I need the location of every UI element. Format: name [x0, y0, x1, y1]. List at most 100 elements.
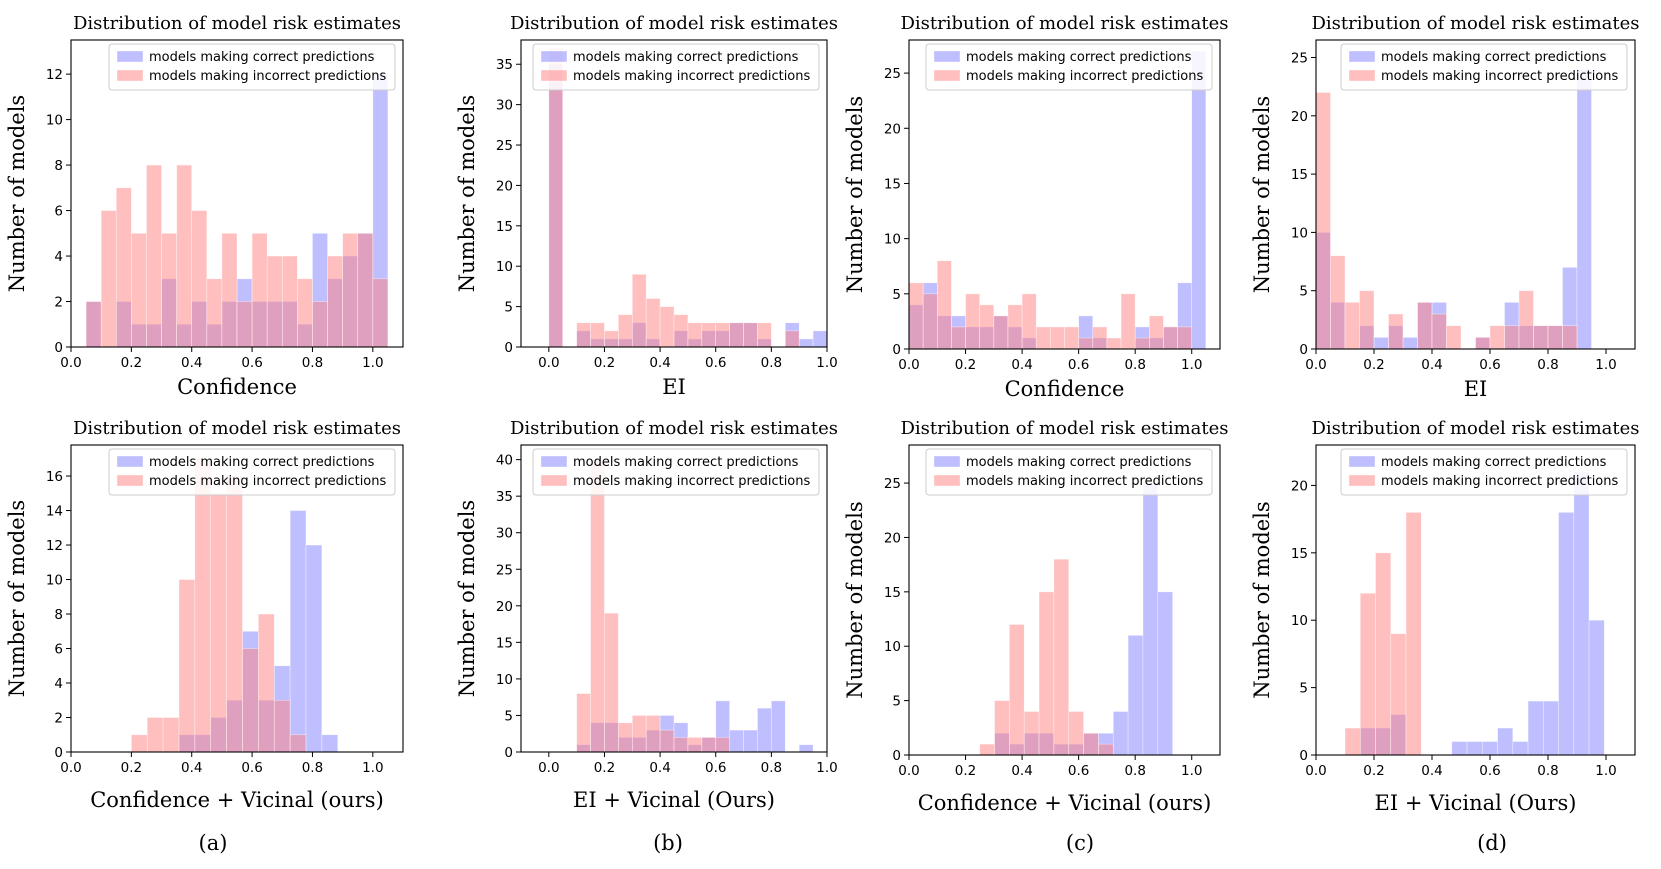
bar-incorrect: [1023, 711, 1040, 756]
y-tick-label: 10: [1291, 613, 1308, 629]
legend-label-incorrect: models making incorrect predictions: [966, 69, 1204, 84]
x-tick-label: 0.2: [121, 760, 142, 776]
bar-incorrect: [206, 278, 223, 348]
bar-incorrect: [178, 579, 196, 753]
y-axis-label: Number of models: [455, 500, 479, 697]
y-tick-label: 25: [884, 476, 901, 492]
bar-incorrect: [618, 314, 633, 348]
y-tick-label: 15: [496, 635, 513, 651]
bar-incorrect: [312, 301, 328, 348]
bar-incorrect: [590, 459, 605, 753]
plot-frame: [520, 39, 828, 348]
bar-incorrect: [1007, 304, 1023, 350]
y-tick-label: 16: [46, 469, 63, 485]
bar-incorrect: [221, 232, 238, 348]
bar-incorrect: [631, 273, 647, 348]
y-tick-label: 2: [54, 295, 63, 311]
y-tick-label: 0: [504, 340, 513, 356]
caption-d: (d): [1477, 831, 1507, 855]
y-tick-label: 5: [892, 694, 901, 710]
bar-incorrect: [1405, 512, 1422, 756]
bar-incorrect: [922, 293, 938, 350]
x-axis-label: Confidence: [1005, 377, 1125, 401]
legend-swatch-incorrect: [116, 474, 144, 487]
bar-correct: [1127, 635, 1144, 756]
plot-frame: [1315, 444, 1636, 756]
bar-incorrect: [1344, 302, 1360, 350]
x-axis-label: EI + Vicinal (Ours): [573, 788, 775, 812]
y-tick-label: 30: [496, 526, 513, 542]
bar-incorrect: [994, 700, 1010, 756]
bar-incorrect: [210, 492, 227, 753]
y-axis-label: Number of models: [1250, 501, 1274, 698]
x-tick-label: 1.0: [362, 355, 383, 371]
bar-incorrect: [1053, 558, 1070, 756]
bar-incorrect: [85, 301, 102, 348]
y-tick-label: 15: [1291, 167, 1308, 183]
x-tick-label: 0.0: [898, 763, 919, 779]
x-tick-label: 0.0: [60, 760, 81, 776]
bar-correct: [1373, 337, 1389, 350]
x-tick-label: 0.2: [121, 355, 142, 371]
legend-swatch-correct: [933, 455, 961, 468]
x-tick-label: 0.8: [1124, 763, 1145, 779]
bar-incorrect: [1375, 552, 1392, 756]
legend-swatch-correct: [540, 50, 568, 63]
x-tick-label: 0.2: [1363, 763, 1384, 779]
bar-incorrect: [687, 322, 703, 348]
legend: [108, 448, 396, 496]
y-tick-label: 15: [884, 585, 901, 601]
chart-title: Distribution of model risk estimates: [510, 418, 838, 439]
chart-title: Distribution of model risk estimates: [900, 418, 1228, 439]
bar-incorrect: [1064, 326, 1079, 350]
y-tick-label: 0: [54, 340, 63, 356]
legend: [1340, 448, 1628, 496]
legend: [108, 43, 396, 91]
chart-title: Distribution of model risk estimates: [73, 13, 401, 34]
chart-panel-2: Distribution of model risk estimates 0.0 0…: [455, 13, 838, 399]
x-tick-label: 0.2: [594, 760, 615, 776]
bar-incorrect: [289, 734, 307, 753]
legend: [1340, 43, 1628, 91]
bar-incorrect: [951, 326, 966, 350]
bar-correct: [757, 707, 772, 753]
bar-incorrect: [1021, 293, 1037, 350]
bar-incorrect: [618, 722, 633, 753]
bar-incorrect: [266, 255, 283, 348]
bar-correct: [1588, 619, 1605, 756]
bar-incorrect: [1106, 337, 1122, 350]
bar-incorrect: [1163, 326, 1178, 350]
y-tick-label: 0: [504, 745, 513, 761]
bar-incorrect: [1177, 326, 1193, 350]
x-tick-label: 1.0: [816, 760, 837, 776]
legend-label-correct: models making correct predictions: [966, 50, 1192, 65]
y-tick-label: 20: [496, 599, 513, 615]
bar-incorrect: [743, 322, 758, 348]
x-tick-label: 0.4: [1421, 357, 1442, 373]
legend-swatch-incorrect: [1348, 474, 1376, 487]
bar-incorrect: [979, 304, 995, 350]
x-tick-label: 0.4: [181, 355, 202, 371]
legend-label-incorrect: models making incorrect predictions: [149, 69, 387, 84]
bar-incorrect: [979, 743, 995, 756]
legend: [925, 43, 1213, 91]
x-tick-label: 0.8: [761, 760, 782, 776]
bar-incorrect: [131, 232, 147, 348]
y-axis-label: Number of models: [843, 501, 867, 698]
chart-title: Distribution of model risk estimates: [73, 418, 401, 439]
x-tick-label: 0.6: [241, 760, 262, 776]
y-tick-label: 25: [496, 562, 513, 578]
x-tick-label: 0.8: [1124, 357, 1145, 373]
y-tick-label: 5: [504, 708, 513, 724]
bar-incorrect: [1078, 337, 1094, 350]
chart-panel-6: Distribution of model risk estimates 0.0 0…: [455, 418, 838, 812]
bar-incorrect: [372, 278, 389, 348]
x-tick-label: 0.2: [1363, 357, 1384, 373]
legend-label-incorrect: models making incorrect predictions: [966, 474, 1204, 489]
bar-incorrect: [548, 47, 564, 348]
bar-correct: [1512, 741, 1529, 756]
bar-incorrect: [273, 699, 291, 753]
bar-incorrect: [936, 260, 952, 350]
y-tick-label: 25: [884, 66, 901, 82]
x-tick-label: 0.8: [1537, 763, 1558, 779]
